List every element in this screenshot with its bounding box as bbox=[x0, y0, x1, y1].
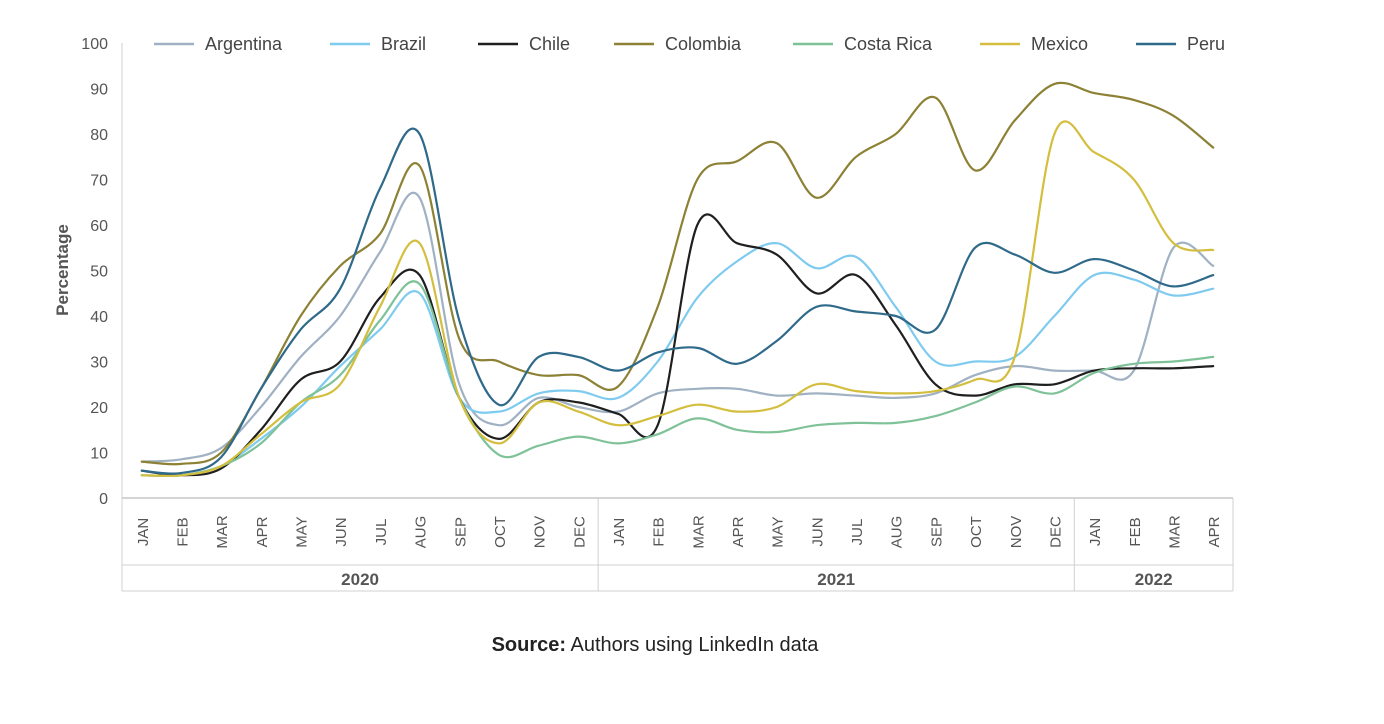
legend-label-mexico: Mexico bbox=[1031, 34, 1088, 54]
legend-label-argentina: Argentina bbox=[205, 34, 283, 54]
x-tick-label: APR bbox=[730, 516, 747, 547]
legend-label-chile: Chile bbox=[529, 34, 570, 54]
legend-label-brazil: Brazil bbox=[381, 34, 426, 54]
y-tick-label: 80 bbox=[90, 127, 108, 144]
x-tick-label: NOV bbox=[1008, 516, 1025, 549]
source-label: Source: bbox=[491, 634, 567, 656]
y-axis-label: Percentage bbox=[53, 224, 72, 316]
x-tick-label: NOV bbox=[532, 516, 549, 549]
year-label: 2020 bbox=[341, 570, 379, 589]
y-tick-label: 60 bbox=[90, 218, 108, 235]
x-tick-label: JUL bbox=[373, 519, 390, 546]
x-tick-label: JAN bbox=[135, 518, 152, 546]
chart-legend: Argentina Brazil Chile Colombia Costa Rica Me… bbox=[154, 34, 1225, 54]
x-tick-label: JUN bbox=[333, 517, 350, 546]
source-text: Authors using LinkedIn data bbox=[566, 634, 819, 656]
x-tick-label: MAR bbox=[690, 515, 707, 549]
year-label: 2022 bbox=[1135, 570, 1173, 589]
x-tick-label: JAN bbox=[1087, 518, 1104, 546]
x-tick-label: MAY bbox=[294, 516, 311, 547]
series-line-argentina bbox=[140, 191, 1215, 463]
x-tick-label: AUG bbox=[413, 516, 430, 549]
series-line-brazil bbox=[140, 242, 1215, 478]
y-tick-label: 40 bbox=[90, 309, 108, 326]
y-tick-label: 100 bbox=[81, 36, 108, 53]
y-axis: 0 10 20 30 40 50 60 70 80 90 100 bbox=[81, 36, 123, 508]
source-note: Source: Authors using LinkedIn data bbox=[0, 634, 1310, 657]
series-line-chile bbox=[140, 213, 1215, 477]
plot-area bbox=[140, 81, 1215, 478]
legend-label-peru: Peru bbox=[1187, 34, 1225, 54]
series-line-peru bbox=[140, 127, 1215, 475]
y-tick-label: 0 bbox=[99, 491, 108, 508]
x-tick-label: JUL bbox=[849, 519, 866, 546]
x-tick-label: SEP bbox=[452, 517, 469, 547]
series-line-costa-rica bbox=[140, 280, 1215, 478]
x-tick-label: DEC bbox=[571, 516, 588, 548]
year-label: 2021 bbox=[817, 570, 855, 589]
x-tick-label: FEB bbox=[651, 517, 668, 546]
legend-label-colombia: Colombia bbox=[665, 34, 742, 54]
y-tick-label: 20 bbox=[90, 400, 108, 417]
y-tick-label: 70 bbox=[90, 173, 108, 190]
x-tick-label: MAR bbox=[214, 515, 231, 549]
x-tick-label: JAN bbox=[611, 518, 628, 546]
x-tick-label: MAR bbox=[1166, 515, 1183, 549]
series-line-mexico bbox=[140, 120, 1215, 478]
y-tick-label: 10 bbox=[90, 446, 108, 463]
x-tick-label: SEP bbox=[928, 517, 945, 547]
series-line-colombia bbox=[140, 81, 1215, 466]
x-tick-label: OCT bbox=[492, 516, 509, 548]
x-tick-label: APR bbox=[1206, 516, 1223, 547]
y-tick-label: 30 bbox=[90, 355, 108, 372]
x-tick-label: JUN bbox=[809, 517, 826, 546]
y-tick-label: 90 bbox=[90, 82, 108, 99]
x-tick-label: OCT bbox=[968, 516, 985, 548]
x-tick-label: DEC bbox=[1047, 516, 1064, 548]
legend-label-costa-rica: Costa Rica bbox=[844, 34, 933, 54]
y-tick-label: 50 bbox=[90, 264, 108, 281]
x-tick-label: FEB bbox=[175, 517, 192, 546]
x-tick-label: FEB bbox=[1127, 517, 1144, 546]
x-tick-label: MAY bbox=[770, 516, 787, 547]
x-tick-label: AUG bbox=[889, 516, 906, 549]
x-tick-label: APR bbox=[254, 516, 271, 547]
x-axis: JAN FEB MAR APR MAY JUN JUL AUG SEP OCT NOV DEC JAN F… bbox=[121, 497, 1234, 592]
